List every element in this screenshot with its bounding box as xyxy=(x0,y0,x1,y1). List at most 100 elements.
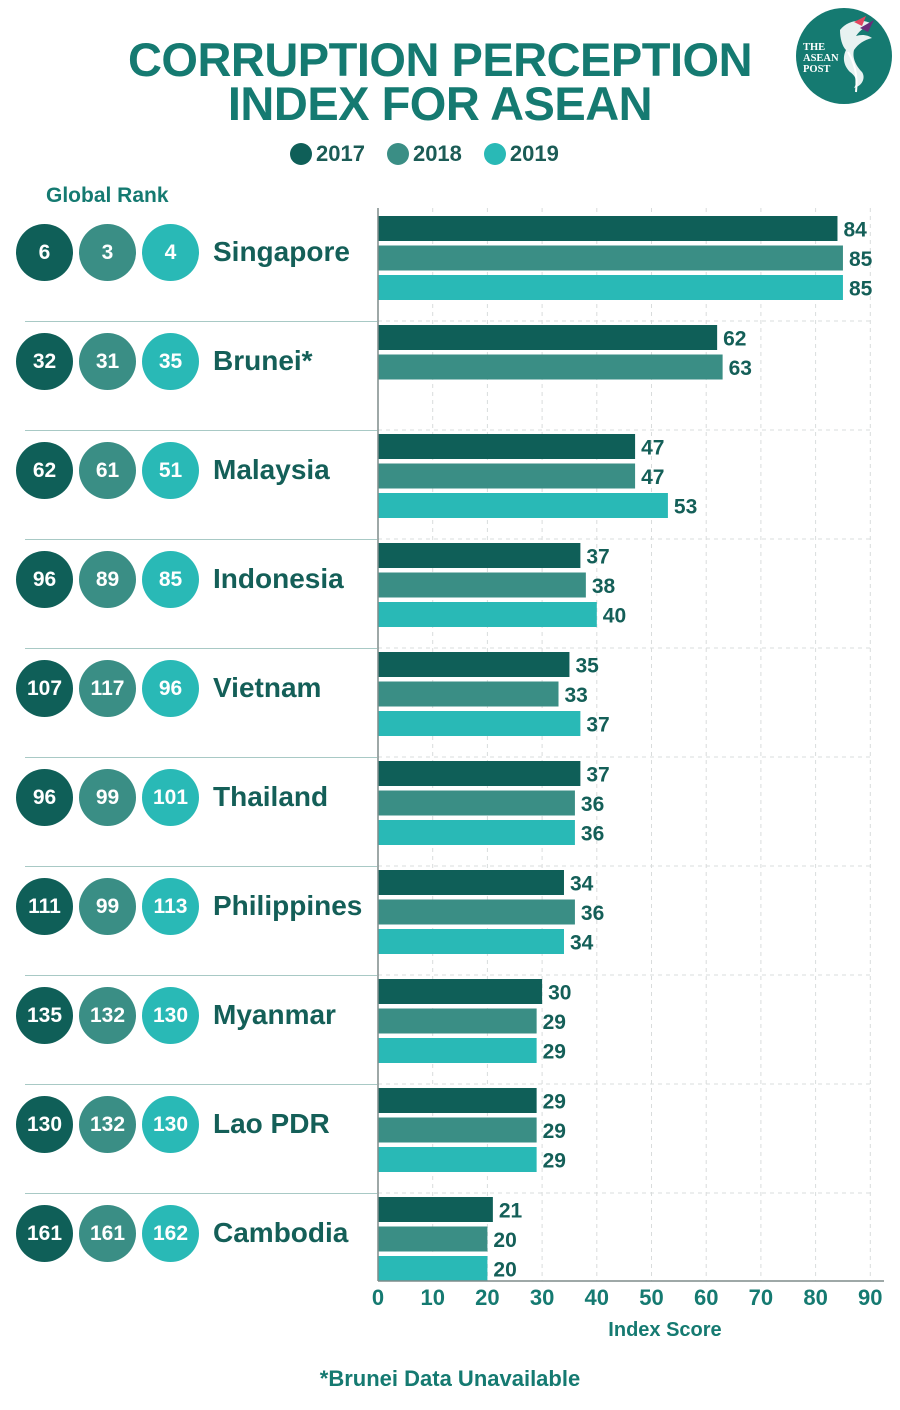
data-label: 37 xyxy=(586,714,609,737)
x-tick-label: 10 xyxy=(420,1285,444,1310)
data-label: 29 xyxy=(543,1091,566,1114)
rank-badge-2019: 35 xyxy=(142,333,199,390)
data-label: 30 xyxy=(548,982,571,1005)
bar-singapore-2017 xyxy=(378,216,838,241)
chart-title: CORRUPTION PERCEPTION INDEX FOR ASEAN xyxy=(90,33,790,127)
bar-vietnam-2018 xyxy=(378,681,559,707)
rank-badge-2019: 4 xyxy=(142,224,199,281)
x-tick-label: 20 xyxy=(475,1285,499,1310)
rank-badge-2019: 162 xyxy=(142,1205,199,1262)
bar-malaysia-2017 xyxy=(378,434,636,459)
bar-philippines-2018 xyxy=(378,899,575,925)
rank-badge-2018: 132 xyxy=(79,987,136,1044)
data-label: 40 xyxy=(603,605,626,628)
legend-item-2018: 2018 xyxy=(386,141,462,167)
bar-brunei-2017 xyxy=(378,325,718,350)
data-label: 20 xyxy=(493,1259,516,1282)
country-label: Singapore xyxy=(213,236,350,267)
footnote: *Brunei Data Unavailable xyxy=(319,1366,581,1391)
x-tick-label: 0 xyxy=(372,1285,384,1310)
bar-philippines-2019 xyxy=(378,929,564,954)
bar-laopdr-2019 xyxy=(378,1147,537,1172)
data-label: 33 xyxy=(565,684,588,707)
bar-cambodia-2017 xyxy=(378,1197,493,1222)
row-separator xyxy=(25,321,377,322)
x-tick-label: 60 xyxy=(694,1285,718,1310)
row-separator xyxy=(25,430,377,431)
bar-singapore-2019 xyxy=(378,275,843,300)
data-label: 47 xyxy=(641,466,664,489)
data-label: 36 xyxy=(581,902,604,925)
rank-badge-2017: 135 xyxy=(16,987,73,1044)
rank-badge-2019: 101 xyxy=(142,769,199,826)
bar-malaysia-2019 xyxy=(378,493,668,518)
data-label: 29 xyxy=(543,1120,566,1143)
data-label: 29 xyxy=(543,1011,566,1034)
rank-badge-2018: 117 xyxy=(79,660,136,717)
data-label: 62 xyxy=(723,328,746,351)
bar-indonesia-2018 xyxy=(378,572,586,598)
bar-laopdr-2018 xyxy=(378,1117,537,1143)
row-separator xyxy=(25,539,377,540)
row-separator xyxy=(25,648,377,649)
rank-badge-2017: 62 xyxy=(16,442,73,499)
country-label: Indonesia xyxy=(213,563,344,594)
country-label: Vietnam xyxy=(213,672,322,703)
bar-brunei-2018 xyxy=(378,354,723,380)
bar-singapore-2018 xyxy=(378,245,843,271)
data-label: 37 xyxy=(586,764,609,787)
data-label: 35 xyxy=(575,655,599,678)
x-tick-label: 80 xyxy=(803,1285,827,1310)
legend-item-2019: 2019 xyxy=(483,141,559,167)
rank-badge-2017: 6 xyxy=(16,224,73,281)
data-label: 36 xyxy=(581,823,604,846)
data-label: 29 xyxy=(543,1041,566,1064)
legend-swatch-2019 xyxy=(483,143,506,165)
bar-malaysia-2018 xyxy=(378,463,636,489)
rank-badge-2019: 130 xyxy=(142,1096,199,1153)
legend-label-2018: 2018 xyxy=(412,141,462,166)
row-separator xyxy=(25,757,377,758)
country-label: Cambodia xyxy=(213,1217,349,1248)
legend-swatch-2017 xyxy=(290,143,312,165)
country-label: Myanmar xyxy=(213,999,336,1030)
x-tick-label: 70 xyxy=(749,1285,773,1310)
global-rank-header: Global Rank xyxy=(46,184,169,207)
rank-badge-2017: 96 xyxy=(16,769,73,826)
rank-badge-2019: 130 xyxy=(142,987,199,1044)
legend-label-2017: 2017 xyxy=(316,141,365,166)
row-separator xyxy=(25,975,377,976)
hummingbird-icon xyxy=(840,16,874,93)
bar-thailand-2019 xyxy=(378,820,575,845)
country-label: Thailand xyxy=(213,781,329,812)
country-label: Philippines xyxy=(213,890,363,921)
the-asean-post-logo: THE ASEAN POST xyxy=(796,8,892,104)
data-label: 38 xyxy=(592,575,616,598)
data-label: 85 xyxy=(849,278,873,301)
x-tick-label: 30 xyxy=(530,1285,554,1310)
country-label: Lao PDR xyxy=(213,1108,330,1139)
chart-title-line-1: CORRUPTION PERCEPTION xyxy=(127,33,753,86)
rank-badge-2017: 107 xyxy=(16,660,73,717)
data-label: 29 xyxy=(543,1150,566,1173)
row-separator xyxy=(25,1084,377,1085)
bar-cambodia-2019 xyxy=(378,1256,488,1281)
data-label: 36 xyxy=(581,793,604,816)
legend-item-2017: 2017 xyxy=(290,141,365,167)
rank-badge-2019: 113 xyxy=(142,878,199,935)
data-label: 20 xyxy=(493,1229,516,1252)
rank-badge-2018: 3 xyxy=(79,224,136,281)
bar-laopdr-2017 xyxy=(378,1088,537,1113)
logo-text: THE ASEAN POST xyxy=(803,42,839,75)
legend-label-2019: 2019 xyxy=(509,141,559,166)
bar-indonesia-2019 xyxy=(378,602,597,627)
rank-badge-2019: 96 xyxy=(142,660,199,717)
row-separator xyxy=(25,1193,377,1194)
country-label: Brunei* xyxy=(213,345,313,376)
x-tick-label: 40 xyxy=(585,1285,609,1310)
chart-legend: 2017 2018 2019 xyxy=(290,140,559,168)
bar-indonesia-2017 xyxy=(378,543,581,568)
rank-badge-2017: 111 xyxy=(16,878,73,935)
rank-badge-2018: 132 xyxy=(79,1096,136,1153)
